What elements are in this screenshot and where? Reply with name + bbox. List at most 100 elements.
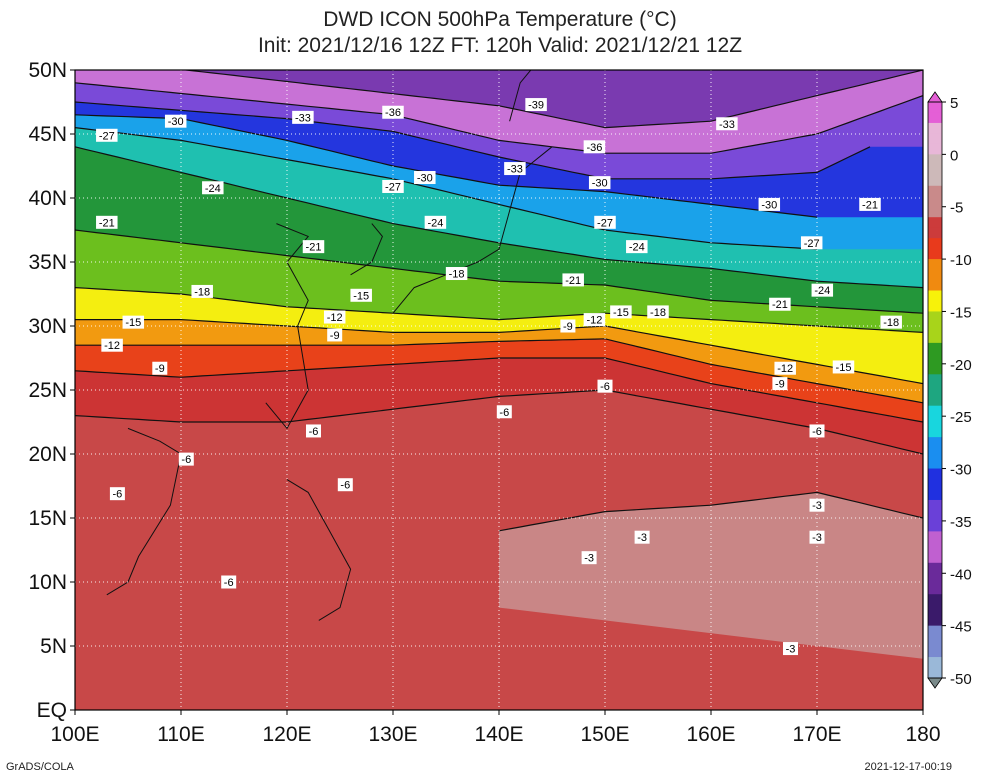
svg-text:-12: -12 [586,315,602,327]
contour-label: -3 [809,530,825,544]
svg-text:-15: -15 [613,307,629,319]
contour-label: -6 [337,478,353,492]
colorbar-segment [928,259,942,271]
colorbar-label: 5 [950,95,958,112]
colorbar-segment [928,405,942,417]
contour-label: -21 [96,215,118,229]
contour-label: -6 [306,424,321,438]
svg-text:-21: -21 [772,299,788,311]
svg-text:-9: -9 [155,363,165,375]
svg-text:-24: -24 [629,242,645,254]
contour-label: -15 [832,360,855,374]
colorbar-segment [928,395,942,407]
colorbar-segment [928,437,942,449]
lat-label: 20N [28,443,67,466]
colorbar-segment [928,363,942,375]
map-title: DWD ICON 500hPa Temperature (°C) [323,8,677,31]
colorbar-segment [928,321,942,333]
svg-text:-21: -21 [99,217,115,229]
svg-text:-30: -30 [761,199,777,211]
colorbar-segment [928,646,942,658]
svg-text:-18: -18 [650,307,666,319]
grid-lines [75,70,923,710]
colorbar-segment [928,667,942,679]
contour-label: -18 [445,267,468,281]
colorbar-label: 0 [950,147,958,164]
colorbar-segment [928,102,942,113]
svg-text:-6: -6 [812,426,822,438]
lon-label: 150E [580,723,629,746]
colorbar-label: -25 [950,409,972,426]
svg-text:-6: -6 [600,381,610,393]
svg-text:-3: -3 [786,644,796,656]
svg-text:-21: -21 [862,199,878,211]
contour-label: -21 [302,240,325,254]
svg-text:-9: -9 [330,330,340,342]
isotherm-line [75,287,923,333]
colorbar-segment [928,468,942,480]
svg-text:-27: -27 [804,238,820,250]
colorbar-segment [928,122,942,134]
contour-label: -30 [758,197,781,211]
contour-label: -33 [716,117,738,131]
colorbar-segment [928,657,942,669]
colorbar-segment [928,426,942,438]
contour-label: -15 [350,288,372,302]
colorbar-segment [928,112,942,124]
colorbar: 5 0 -5 -10 -15 -20 -25 -30 -35 -40 -45 -50 [927,91,972,689]
contour-label: -9 [152,361,168,375]
colorbar-top-arrow [927,91,943,103]
contour-label: -18 [647,305,669,319]
colorbar-segment [928,332,942,344]
colorbar-segment [928,604,942,616]
colorbar-label: -30 [950,462,972,479]
contour-label: -18 [191,284,213,298]
colorbar-segment [928,552,942,564]
isotherm-line [75,101,871,180]
colorbar-segment [928,280,942,292]
colorbar-segment [928,636,942,648]
colorbar-segment [928,217,942,229]
svg-text:-30: -30 [417,173,433,185]
contour-label: -12 [774,361,796,375]
colorbar-label: -15 [950,304,972,321]
contour-label: -24 [626,240,648,254]
contour-label: -9 [772,377,788,391]
svg-text:-24: -24 [814,285,830,297]
colorbar-segment [928,206,942,218]
lon-label: 100E [50,723,99,746]
contour-label: -30 [414,171,436,185]
svg-text:-15: -15 [353,290,369,302]
lat-label: 5N [40,635,67,658]
colorbar-segment [928,531,942,543]
colorbar-segment [928,489,942,501]
svg-text:-12: -12 [327,312,343,324]
svg-text:-21: -21 [306,242,322,254]
lon-label: 130E [368,723,417,746]
colorbar-segment [928,353,942,365]
contour-label: -6 [109,487,125,501]
colorbar-segment [928,164,942,176]
colorbar-segment [928,615,942,627]
colorbar-segment [928,583,942,595]
contour-label: -3 [783,642,798,656]
colorbar-segment [928,227,942,239]
svg-text:-12: -12 [777,363,793,375]
colorbar-segment [928,248,942,260]
contour-label: -6 [809,424,825,438]
contour-label: -21 [859,197,881,211]
contour-label: -33 [504,162,526,176]
lon-label: 140E [474,723,523,746]
contour-label: -27 [594,215,616,229]
contour-label: -9 [560,319,576,333]
svg-text:-33: -33 [295,112,311,124]
colorbar-segment [928,175,942,187]
contour-label: -27 [96,128,118,142]
svg-text:-39: -39 [528,100,544,112]
contour-label: -18 [880,315,902,329]
colorbar-segment [928,573,942,585]
colorbar-label: -20 [950,357,972,374]
contour-label: -24 [811,283,834,297]
colorbar-segment [928,479,942,490]
